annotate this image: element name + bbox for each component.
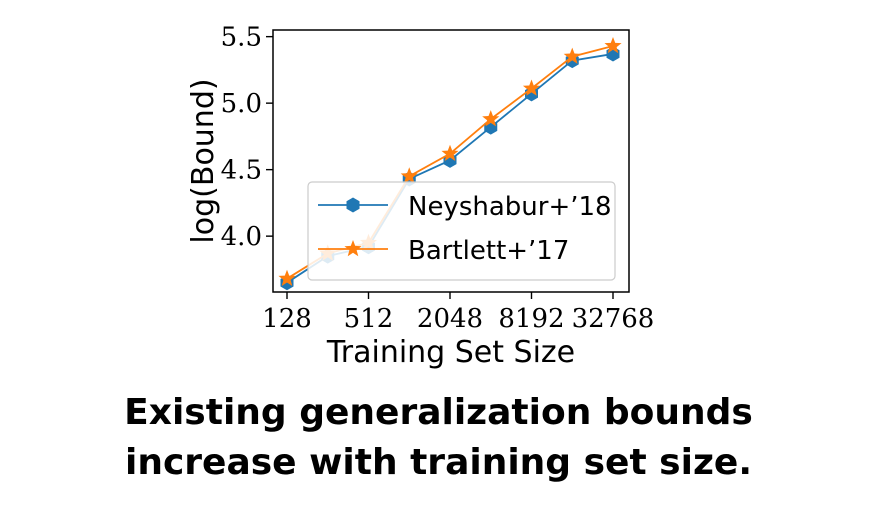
chart: 4.0 4.5 5.0 5.5 128 512 2048 8192 32768 Trainin…	[186, 23, 654, 370]
caption: Existing generalization bounds increase …	[0, 388, 877, 488]
y-tick-label: 5.5	[221, 23, 262, 53]
x-tick-label: 512	[344, 304, 394, 334]
data-point-star	[522, 79, 541, 96]
plot-frame	[272, 29, 630, 293]
legend-label-neyshabur: Neyshabur+’18	[408, 192, 612, 222]
caption-line-2: increase with training set size.	[124, 442, 752, 483]
data-point-star	[441, 144, 459, 161]
caption-line-1: Existing generalization bounds	[124, 392, 753, 433]
legend-marker-bartlett	[344, 240, 362, 257]
legend-label-bartlett: Bartlett+’17	[408, 236, 569, 266]
data-point-star	[482, 110, 500, 127]
data-point-star	[604, 36, 622, 54]
data-point-star	[278, 269, 296, 286]
y-tick-label: 4.0	[221, 222, 262, 252]
x-tick-label: 2048	[417, 304, 483, 334]
x-tick-label: 32768	[572, 304, 655, 334]
legend: Neyshabur+’18 Bartlett+’17	[307, 181, 616, 281]
x-tick-label: 8192	[498, 304, 564, 334]
y-axis-title: log(Bound)	[186, 78, 221, 243]
x-axis-title: Training Set Size	[326, 335, 575, 370]
x-tick-label: 128	[262, 304, 312, 334]
data-point-star	[400, 167, 418, 184]
y-tick-label: 5.0	[221, 89, 262, 119]
data-point-star	[563, 47, 581, 64]
x-axis: 128 512 2048 8192 32768	[262, 292, 654, 334]
legend-marker-neyshabur	[346, 197, 360, 213]
y-axis: 4.0 4.5 5.0 5.5	[221, 23, 273, 252]
legend-box	[307, 181, 616, 281]
y-tick-label: 4.5	[221, 156, 262, 186]
